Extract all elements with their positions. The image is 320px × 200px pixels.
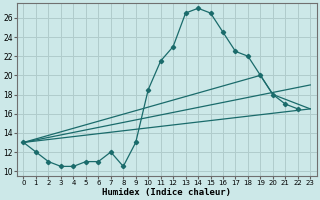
X-axis label: Humidex (Indice chaleur): Humidex (Indice chaleur) (102, 188, 231, 197)
